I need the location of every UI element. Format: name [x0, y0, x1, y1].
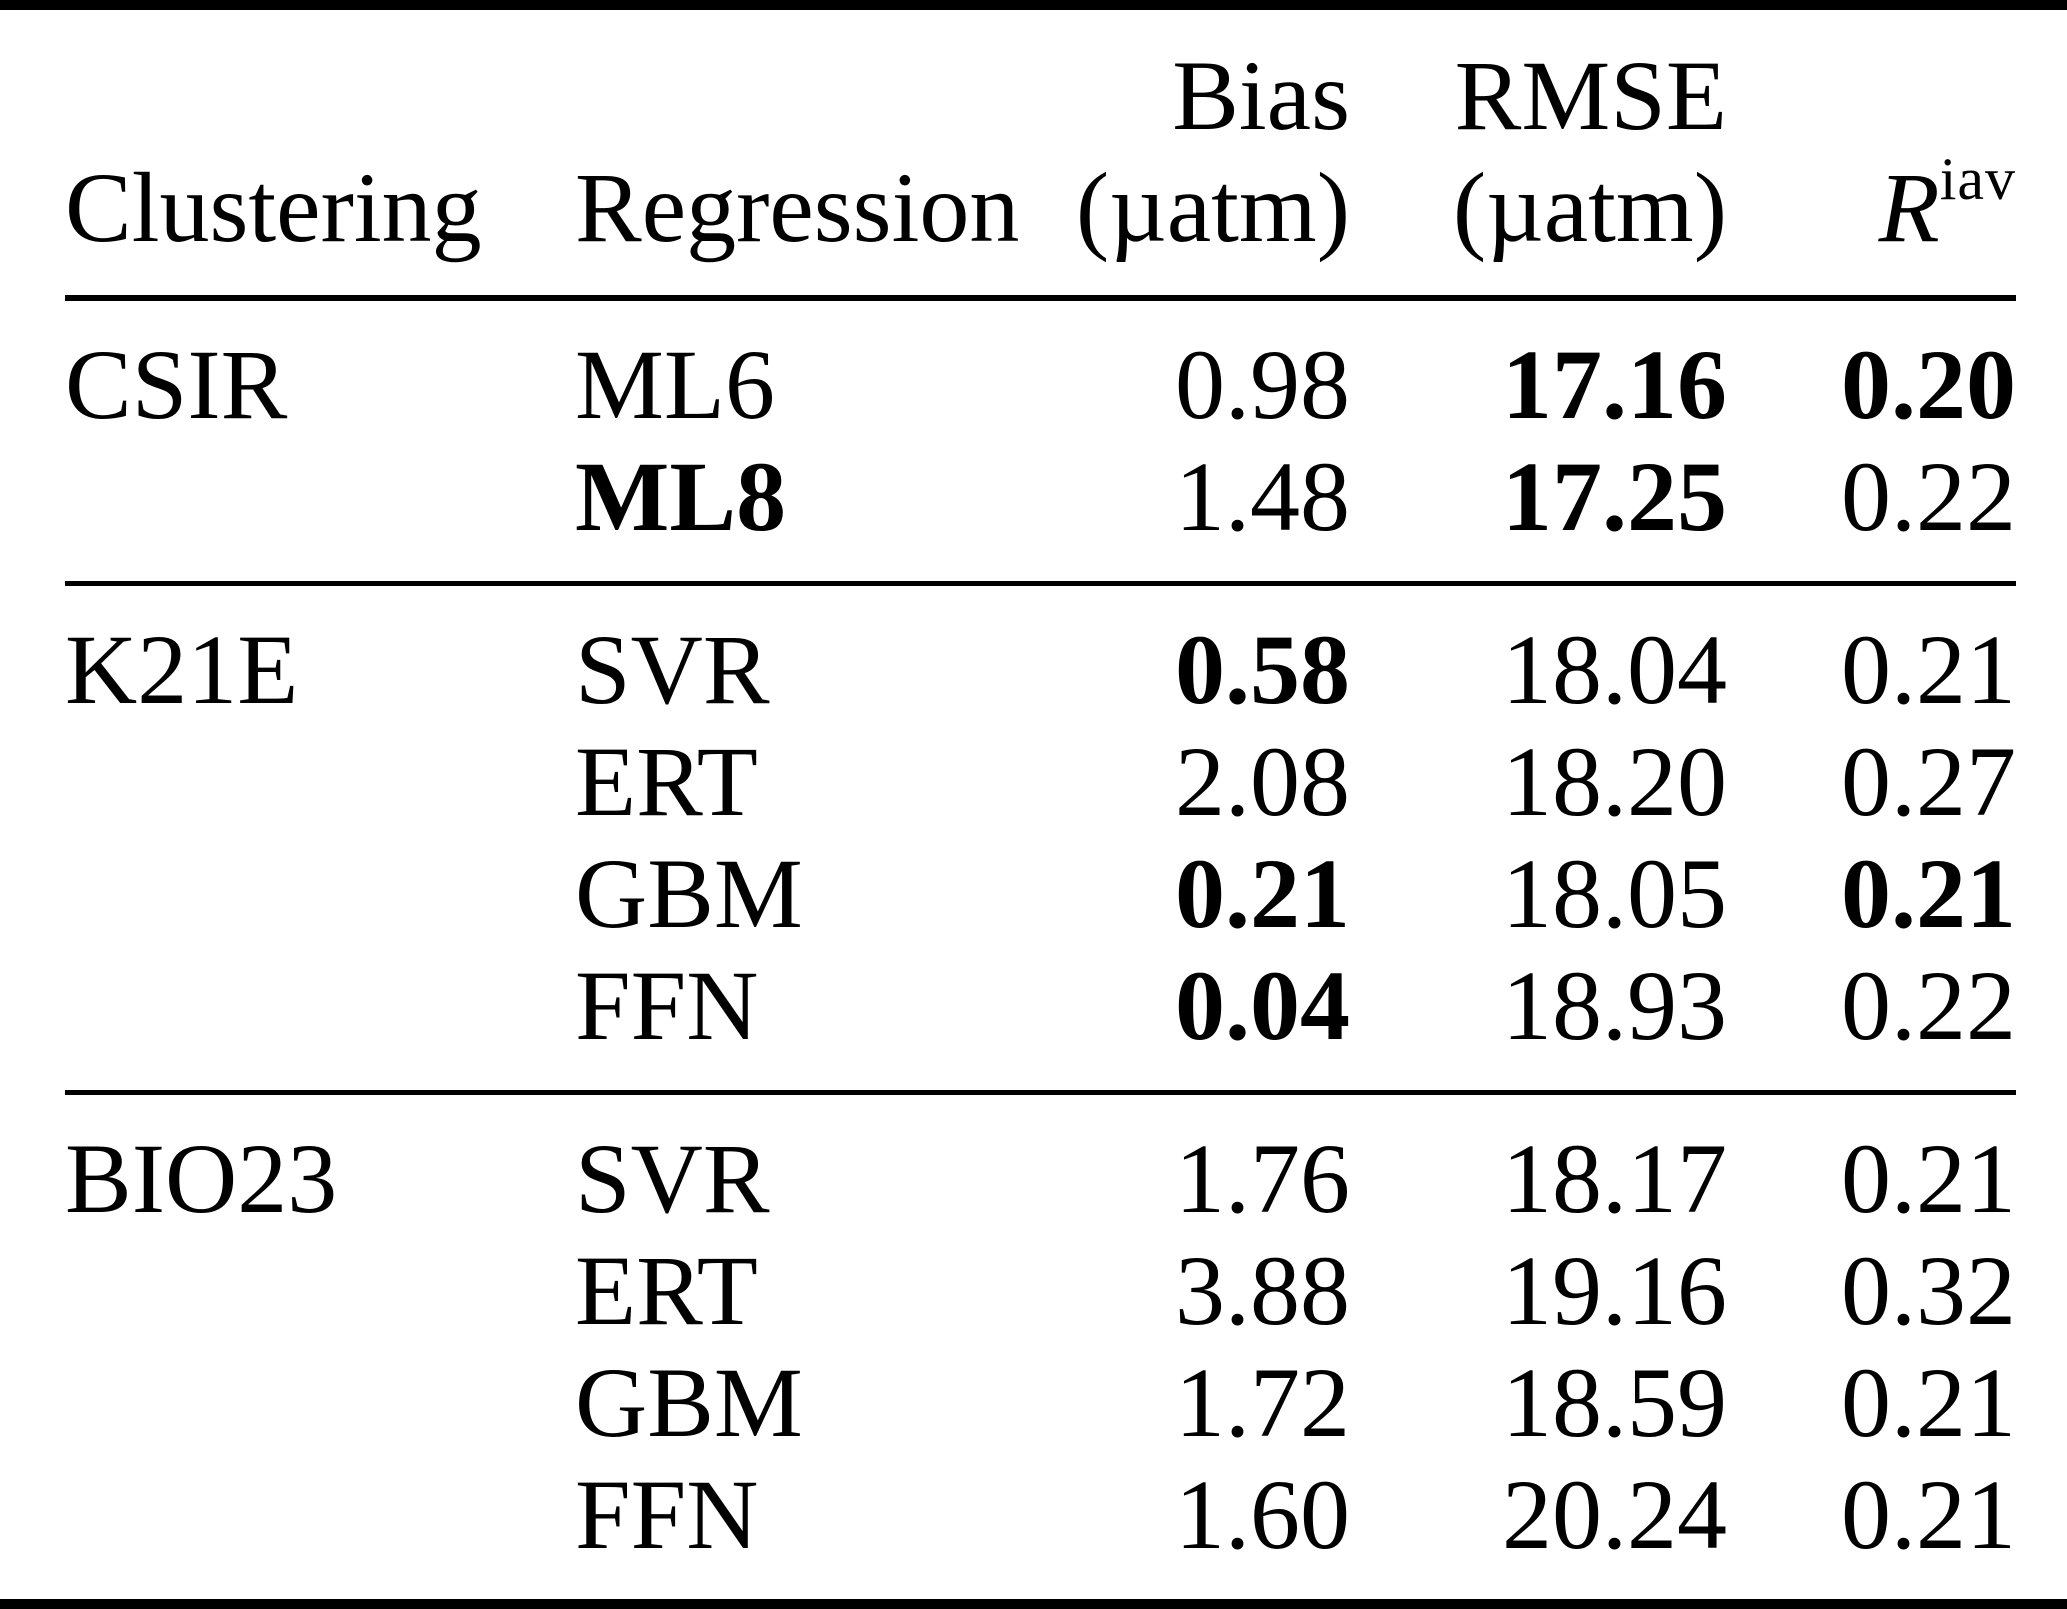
- table-row: FFN 1.60 20.24 0.21: [65, 1459, 2016, 1571]
- clustering-cell: [65, 726, 575, 838]
- bias-cell: 0.98: [1175, 329, 1350, 440]
- regression-cell: ERT: [575, 1235, 758, 1346]
- riav-cell: 0.21: [1841, 1123, 2016, 1234]
- clustering-cell: [65, 1347, 575, 1459]
- table-row: ERT 3.88 19.16 0.32: [65, 1235, 2016, 1347]
- rmse-cell: 18.04: [1502, 614, 1727, 725]
- riav-superscript: iav: [1939, 146, 2016, 212]
- bias-cell: 1.76: [1175, 1123, 1350, 1234]
- table-row: ERT 2.08 18.20 0.27: [65, 726, 2016, 838]
- riav-cell: 0.32: [1841, 1235, 2016, 1346]
- regression-cell: ML8: [575, 441, 787, 552]
- table-group-csir: CSIR ML6 0.98 17.16 0.20 ML8 1.48 17.25 …: [65, 301, 2016, 581]
- table-row: GBM 0.21 18.05 0.21: [65, 838, 2016, 950]
- regression-cell: SVR: [575, 1123, 770, 1234]
- header-spacer: [1727, 40, 2016, 152]
- table-row: GBM 1.72 18.59 0.21: [65, 1347, 2016, 1459]
- header-spacer: [575, 40, 1055, 152]
- rmse-cell: 18.59: [1502, 1347, 1727, 1458]
- regression-cell: GBM: [575, 1347, 803, 1458]
- riav-cell: 0.22: [1841, 441, 2016, 552]
- table-row: FFN 0.04 18.93 0.22: [65, 950, 2016, 1062]
- table-row: K21E SVR 0.58 18.04 0.21: [65, 614, 2016, 726]
- rmse-cell: 18.17: [1502, 1123, 1727, 1234]
- bias-cell: 1.48: [1175, 441, 1350, 552]
- table-row: ML8 1.48 17.25 0.22: [65, 441, 2016, 553]
- riav-cell: 0.21: [1841, 838, 2016, 949]
- clustering-cell: [65, 1235, 575, 1347]
- table-group-bio23: BIO23 SVR 1.76 18.17 0.21 ERT 3.88 19.16…: [65, 1090, 2016, 1599]
- clustering-cell: CSIR: [65, 329, 288, 440]
- table-group-k21e: K21E SVR 0.58 18.04 0.21 ERT 2.08 18.20 …: [65, 581, 2016, 1090]
- rmse-cell: 18.05: [1502, 838, 1727, 949]
- header-rmse: RMSE: [1454, 40, 1727, 151]
- clustering-cell: [65, 838, 575, 950]
- header-spacer: [65, 40, 575, 152]
- bias-cell: 0.58: [1175, 614, 1350, 725]
- rmse-cell: 19.16: [1502, 1235, 1727, 1346]
- header-clustering: Clustering: [65, 152, 482, 263]
- regression-cell: FFN: [575, 950, 759, 1061]
- riav-cell: 0.21: [1841, 1347, 2016, 1458]
- header-regression: Regression: [575, 152, 1020, 263]
- clustering-cell: [65, 950, 575, 1062]
- bias-cell: 0.04: [1175, 950, 1350, 1061]
- rmse-cell: 20.24: [1502, 1459, 1727, 1570]
- table-header: Bias RMSE Clustering Regression (µatm) (…: [65, 10, 2016, 301]
- header-row-units-top: Bias RMSE: [65, 40, 2016, 152]
- bias-cell: 3.88: [1175, 1235, 1350, 1346]
- regression-cell: FFN: [575, 1459, 759, 1570]
- table-row: BIO23 SVR 1.76 18.17 0.21: [65, 1123, 2016, 1235]
- rmse-cell: 18.20: [1502, 726, 1727, 837]
- clustering-cell: [65, 441, 575, 553]
- clustering-cell: K21E: [65, 614, 299, 725]
- regression-cell: GBM: [575, 838, 803, 949]
- header-bias-unit: (µatm): [1075, 152, 1350, 263]
- riav-cell: 0.21: [1841, 614, 2016, 725]
- riav-cell: 0.22: [1841, 950, 2016, 1061]
- riav-cell: 0.27: [1841, 726, 2016, 837]
- riav-cell: 0.20: [1841, 329, 2016, 440]
- rmse-cell: 18.93: [1502, 950, 1727, 1061]
- header-bias: Bias: [1172, 40, 1350, 151]
- riav-symbol: R: [1878, 152, 1940, 263]
- table-row: CSIR ML6 0.98 17.16 0.20: [65, 329, 2016, 441]
- bias-cell: 1.60: [1175, 1459, 1350, 1570]
- clustering-cell: [65, 1459, 575, 1571]
- header-riav: Riav: [1727, 149, 2016, 264]
- regression-cell: ERT: [575, 726, 758, 837]
- rmse-cell: 17.16: [1502, 329, 1727, 440]
- riav-cell: 0.21: [1841, 1459, 2016, 1570]
- bias-cell: 2.08: [1175, 726, 1350, 837]
- header-row-labels: Clustering Regression (µatm) (µatm) Riav: [65, 149, 2016, 264]
- regression-cell: SVR: [575, 614, 770, 725]
- bias-cell: 0.21: [1175, 838, 1350, 949]
- regression-cell: ML6: [575, 329, 775, 440]
- clustering-cell: BIO23: [65, 1123, 338, 1234]
- rmse-cell: 17.25: [1502, 441, 1727, 552]
- bias-cell: 1.72: [1175, 1347, 1350, 1458]
- header-rmse-unit: (µatm): [1452, 152, 1727, 263]
